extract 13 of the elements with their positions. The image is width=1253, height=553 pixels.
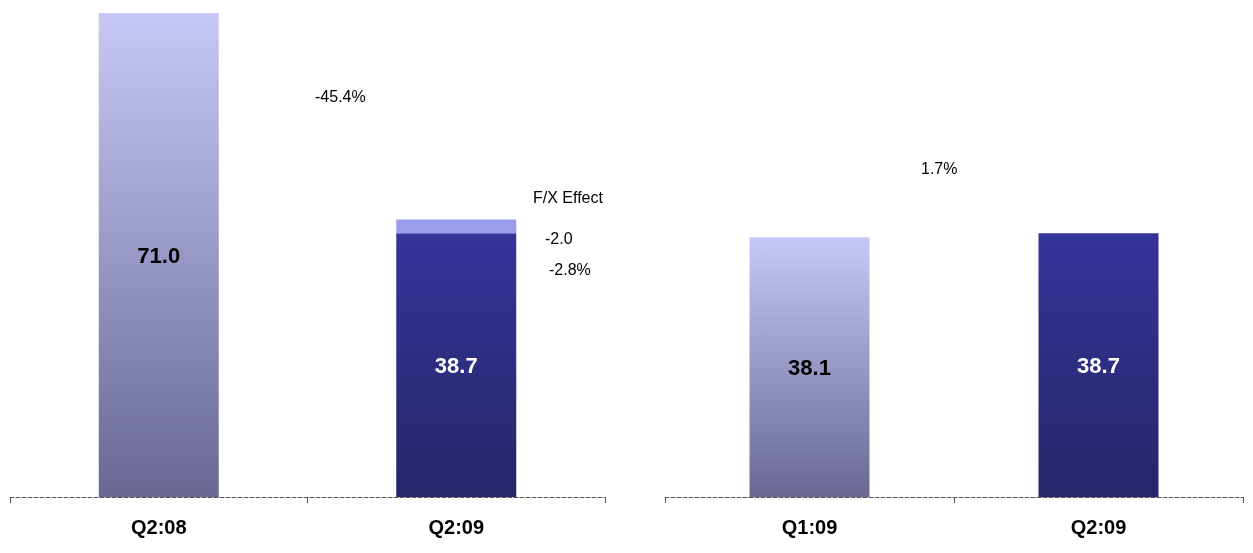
data-label: 38.1 — [788, 354, 831, 380]
data-label: 38.7 — [1077, 352, 1120, 378]
annotation: -2.0 — [545, 229, 573, 247]
annotation: -2.8% — [549, 260, 591, 278]
data-label: 38.7 — [434, 352, 478, 378]
x-tick-label: Q2:09 — [1070, 516, 1127, 538]
x-tick-label: Q2:08 — [130, 516, 187, 538]
data-label: 71.0 — [137, 242, 181, 268]
annotation: F/X Effect — [533, 188, 604, 206]
x-tick-label: Q1:09 — [781, 516, 838, 538]
annotation: -45.4% — [315, 87, 366, 105]
text: 1.7% — [921, 159, 958, 177]
x-tick-label: Q2:09 — [428, 516, 485, 538]
